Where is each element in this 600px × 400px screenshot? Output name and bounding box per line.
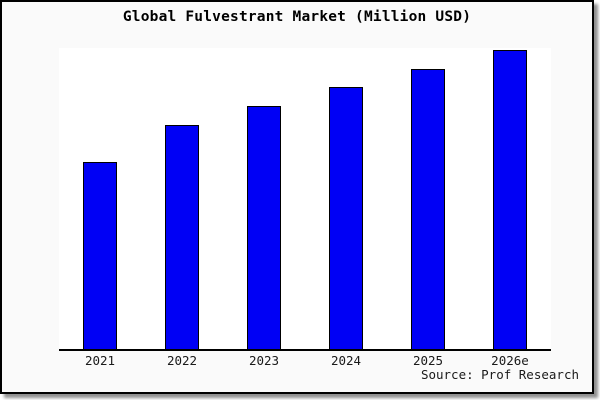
x-tick-label-2026e: 2026e — [491, 353, 529, 368]
bar-2026e — [493, 50, 527, 349]
bar-slot-2026e — [469, 48, 551, 349]
x-tick-label-2025: 2025 — [412, 353, 444, 368]
bar-slot-2025 — [387, 48, 469, 349]
plot-area — [59, 48, 551, 351]
x-tick-label-2024: 2024 — [330, 353, 362, 368]
bar-2021 — [83, 161, 117, 349]
bar-slot-2022 — [141, 48, 223, 349]
bar-2025 — [411, 68, 445, 349]
x-tick-label-2022: 2022 — [166, 353, 198, 368]
bar-2022 — [165, 124, 199, 349]
bar-slot-2021 — [59, 48, 141, 349]
bar-2024 — [329, 86, 363, 349]
x-tick-label-2023: 2023 — [248, 353, 280, 368]
x-axis-labels: 2021 2022 2023 2024 2025 2026e — [59, 353, 551, 368]
x-tick-label-2021: 2021 — [84, 353, 116, 368]
bar-slot-2023 — [223, 48, 305, 349]
bar-2023 — [247, 105, 281, 349]
chart-title: Global Fulvestrant Market (Million USD) — [122, 9, 472, 25]
source-credit: Source: Prof Research — [420, 367, 579, 382]
bar-slot-2024 — [305, 48, 387, 349]
chart-frame: Global Fulvestrant Market (Million USD) … — [0, 0, 594, 394]
